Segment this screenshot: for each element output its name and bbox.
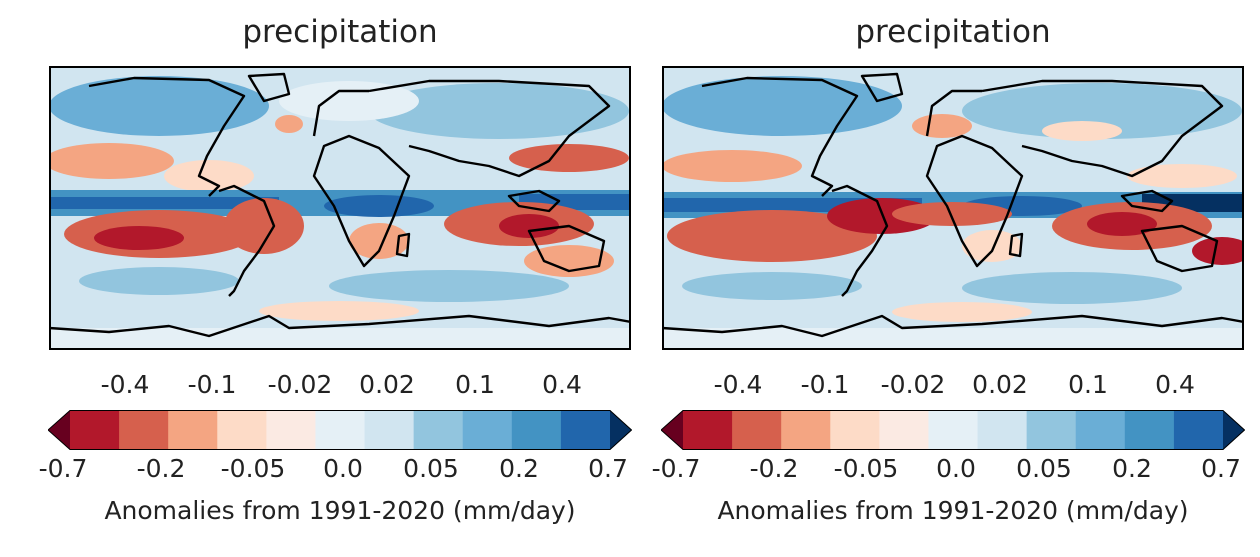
- colorbar-extend-low: [48, 410, 70, 450]
- colorbar-tick: -0.02: [267, 370, 333, 399]
- colorbar-tick: -0.05: [833, 454, 899, 483]
- colorbar-tick: -0.4: [100, 370, 150, 399]
- colorbar-tick: -0.2: [136, 454, 186, 483]
- colorbar-segment: [830, 410, 880, 450]
- colorbar-segment: [364, 410, 415, 450]
- colorbar-tick: 0.1: [1068, 370, 1108, 399]
- colorbar-top-ticks: -0.4 -0.1 -0.02 0.02 0.1 0.4: [663, 370, 1243, 406]
- colorbar-segment: [315, 410, 366, 450]
- colorbar-bottom-ticks: -0.7 -0.2 -0.05 0.0 0.05 0.2 0.7: [39, 454, 630, 490]
- colorbar-segment: [732, 410, 782, 450]
- colorbar-outline: [48, 410, 632, 450]
- colorbar-tick: 0.05: [1016, 454, 1072, 483]
- colorbar-top-ticks: -0.4 -0.1 -0.02 0.02 0.1 0.4: [50, 370, 630, 406]
- colorbar-segment: [683, 410, 733, 450]
- colorbar-extend-high: [1223, 410, 1245, 450]
- colorbar-tick: -0.7: [651, 454, 701, 483]
- colorbar-tick: -0.05: [220, 454, 286, 483]
- colorbar-extend-low: [661, 410, 683, 450]
- colorbar-tick: -0.1: [187, 370, 237, 399]
- chart-panel-right: precipitation: [643, 0, 1245, 557]
- colorbar-tick: 0.02: [359, 370, 415, 399]
- colorbar-tick: 0.1: [455, 370, 495, 399]
- colorbar-segment: [560, 410, 611, 450]
- colorbar-tick: 0.02: [972, 370, 1028, 399]
- colorbar-label: Anomalies from 1991-2020 (mm/day): [104, 496, 576, 525]
- precipitation-anomaly-map: [662, 66, 1244, 350]
- colorbar-tick: 0.4: [1155, 370, 1195, 399]
- colorbar-tick: -0.02: [880, 370, 946, 399]
- colorbar-segment: [1173, 410, 1224, 450]
- colorbar-segment: [1075, 410, 1126, 450]
- colorbar-tick: -0.4: [713, 370, 763, 399]
- colorbar-extend-high: [610, 410, 632, 450]
- chart-panel-left: precipitation: [30, 0, 632, 557]
- precipitation-anomaly-map: [49, 66, 631, 350]
- colorbar-tick: -0.1: [800, 370, 850, 399]
- colorbar-tick: 0.4: [542, 370, 582, 399]
- colorbar-label: Anomalies from 1991-2020 (mm/day): [717, 496, 1189, 525]
- colorbar-tick: -0.2: [749, 454, 799, 483]
- colorbar: [48, 410, 632, 450]
- colorbar-segment: [781, 410, 831, 450]
- colorbar-segment: [413, 410, 464, 450]
- colorbar-segment: [168, 410, 218, 450]
- colorbar-tick: 0.2: [1112, 454, 1152, 483]
- colorbar-tick: -0.7: [38, 454, 88, 483]
- colorbar-outline: [661, 410, 1245, 450]
- colorbar: [661, 410, 1245, 450]
- colorbar-segment: [1124, 410, 1175, 450]
- colorbar-segment: [928, 410, 979, 450]
- colorbar-segment: [217, 410, 267, 450]
- colorbar-segment: [1026, 410, 1077, 450]
- colorbar-segment: [879, 410, 929, 450]
- colorbar-segment: [511, 410, 562, 450]
- colorbar-tick: 0.05: [403, 454, 459, 483]
- colorbar-segment: [70, 410, 120, 450]
- colorbar-segment: [266, 410, 316, 450]
- colorbar-segment: [977, 410, 1028, 450]
- colorbar-tick: 0.0: [323, 454, 363, 483]
- colorbar-bottom-ticks: -0.7 -0.2 -0.05 0.0 0.05 0.2 0.7: [652, 454, 1243, 490]
- colorbar-tick: 0.7: [588, 454, 628, 483]
- colorbar-tick: 0.2: [499, 454, 539, 483]
- colorbar-segment: [119, 410, 169, 450]
- colorbar-segment: [462, 410, 513, 450]
- chart-title: precipitation: [242, 14, 438, 50]
- colorbar-tick: 0.7: [1201, 454, 1241, 483]
- colorbar-tick: 0.0: [936, 454, 976, 483]
- chart-title: precipitation: [855, 14, 1051, 50]
